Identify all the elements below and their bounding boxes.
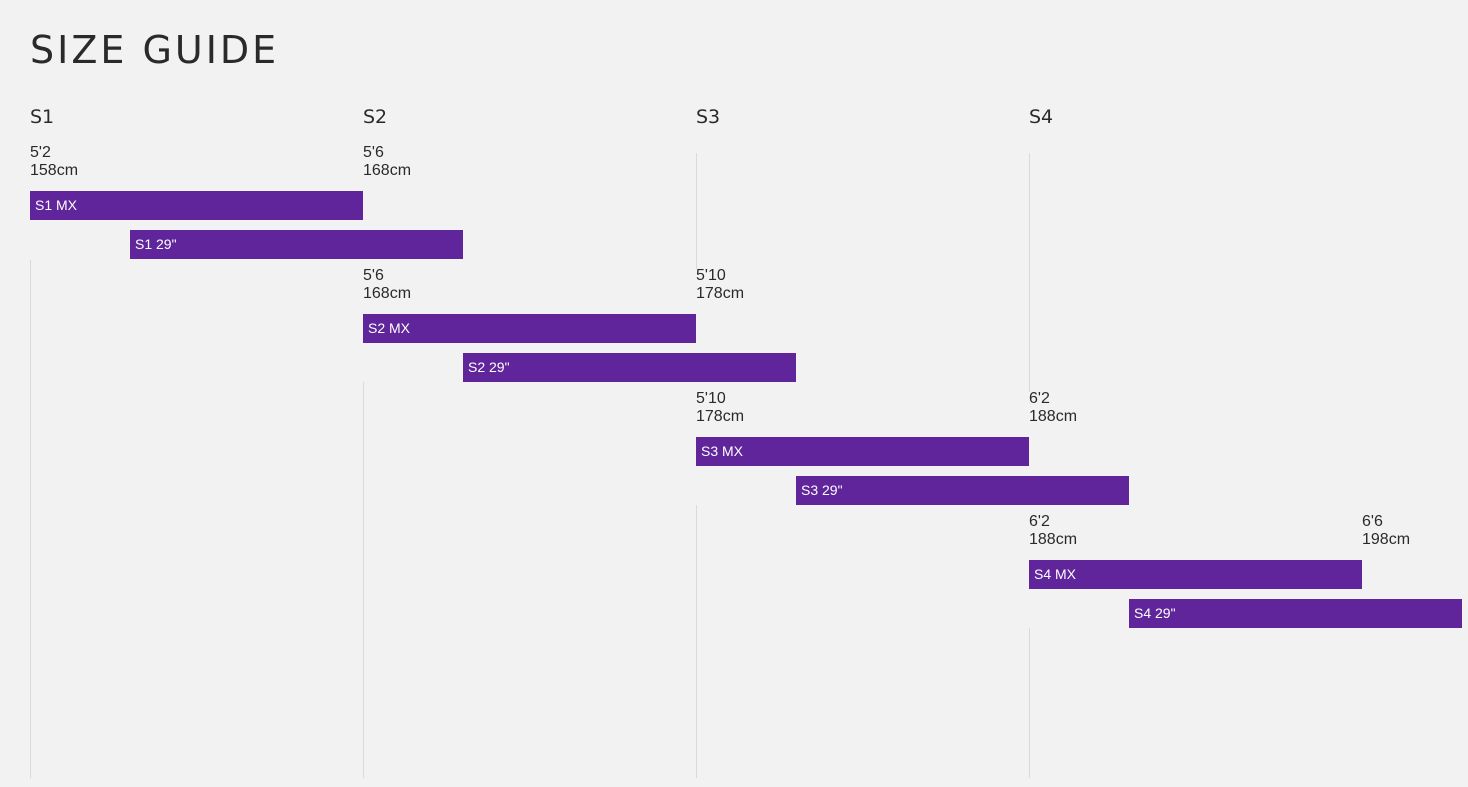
- height-label-cm: 188cm: [1029, 408, 1078, 425]
- range-bar: S3 MX: [696, 437, 1029, 466]
- gridline: [363, 382, 364, 778]
- range-bar: S1 MX: [30, 191, 363, 220]
- column-header-s4: S4: [1029, 106, 1054, 128]
- column-header-s2: S2: [363, 106, 388, 128]
- column-header-s3: S3: [696, 106, 721, 128]
- range-bar: S2 MX: [363, 314, 696, 343]
- range-bar: S3 29": [796, 476, 1129, 505]
- height-label-ft: 5'6: [363, 144, 384, 161]
- height-label-ft: 5'10: [696, 267, 726, 284]
- height-label-cm: 198cm: [1362, 531, 1411, 548]
- height-label-cm: 168cm: [363, 285, 412, 302]
- gridline: [1029, 628, 1030, 778]
- height-label-ft: 6'6: [1362, 513, 1383, 530]
- height-label-cm: 158cm: [30, 162, 79, 179]
- height-label-ft: 6'2: [1029, 390, 1050, 407]
- height-label-ft: 6'2: [1029, 513, 1050, 530]
- gridline: [696, 505, 697, 778]
- range-bar: S4 29": [1129, 599, 1462, 628]
- height-label-cm: 178cm: [696, 408, 745, 425]
- range-bar: S4 MX: [1029, 560, 1362, 589]
- height-label-cm: 188cm: [1029, 531, 1078, 548]
- page-title: SIZE GUIDE: [30, 28, 280, 72]
- height-label-ft: 5'10: [696, 390, 726, 407]
- range-bar: S1 29": [130, 230, 463, 259]
- height-label-cm: 168cm: [363, 162, 412, 179]
- column-header-s1: S1: [30, 106, 55, 128]
- gridline: [1029, 153, 1030, 392]
- height-label-ft: 5'6: [363, 267, 384, 284]
- height-label-ft: 5'2: [30, 144, 51, 161]
- range-bar: S2 29": [463, 353, 796, 382]
- gridline: [696, 153, 697, 269]
- height-label-cm: 178cm: [696, 285, 745, 302]
- gridline: [30, 260, 31, 778]
